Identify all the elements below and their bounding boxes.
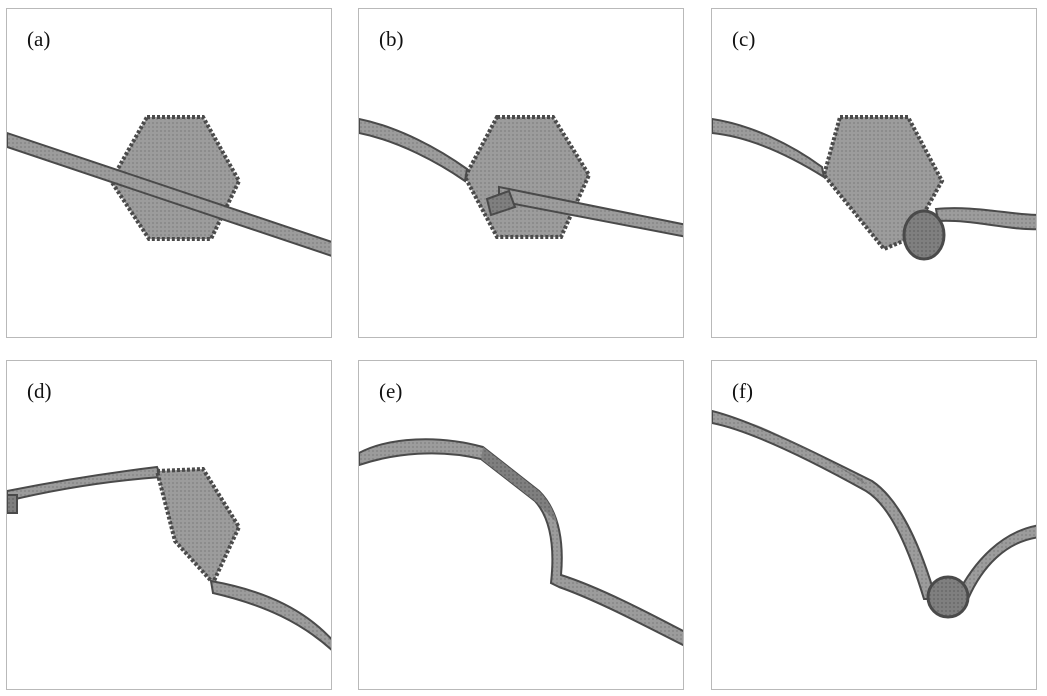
panel-a: (a) [6, 8, 332, 338]
panel-b: (b) [358, 8, 684, 338]
panel-label-e: (e) [379, 379, 403, 403]
panel-c: (c) [711, 8, 1037, 338]
nanotube-ribbon-left [359, 117, 469, 183]
panel-d: (d) [6, 360, 332, 690]
panel-f: (f) [711, 360, 1037, 690]
rolled-scroll [902, 209, 946, 261]
nanotube-ribbon-right [954, 524, 1036, 601]
ribbon-end [7, 494, 18, 514]
simulation-frame-d [7, 465, 331, 651]
panel-label-b: (b) [379, 27, 404, 51]
panel-label-d: (d) [27, 379, 52, 403]
panel-label-c: (c) [732, 27, 756, 51]
nanotube-ribbon [7, 131, 331, 257]
panel-label-f: (f) [732, 379, 753, 403]
panel-label-a: (a) [27, 27, 51, 51]
simulation-frame-e [359, 438, 683, 647]
nanotube-ribbon-left [712, 117, 826, 180]
simulation-frame-a [7, 115, 331, 257]
nanotube-ribbon-left [712, 409, 938, 600]
panel-e: (e) [358, 360, 684, 690]
hexagonal-flake [462, 115, 592, 239]
simulation-frame-b [359, 115, 683, 239]
ribbon-fold-shade [481, 447, 557, 523]
simulation-frame-c [712, 115, 1036, 261]
simulation-frame-f [712, 409, 1036, 619]
rolled-scroll [926, 575, 970, 619]
nanotube-ribbon-right [209, 579, 331, 651]
hexagonal-flake [154, 466, 242, 587]
nanotube-ribbon-right [934, 207, 1036, 231]
nanotube-ribbon-left [7, 465, 163, 503]
folded-ribbon [359, 438, 683, 647]
ribbon-fold [485, 189, 517, 217]
